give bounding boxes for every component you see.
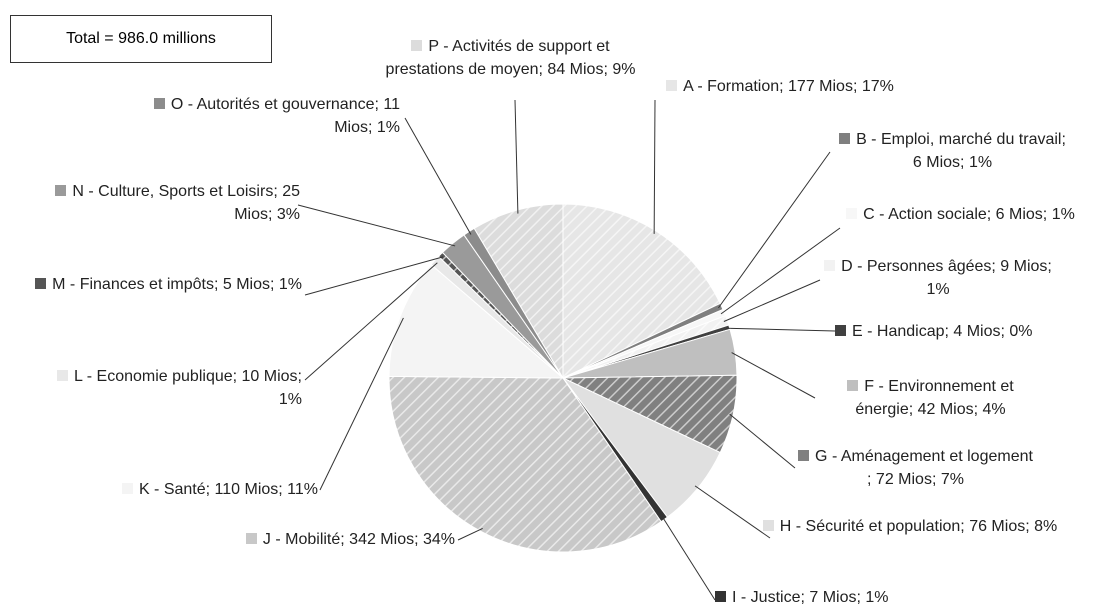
legend-key — [121, 483, 133, 494]
slice-label: N - Culture, Sports et Loisirs; 25 Mios;… — [40, 180, 300, 226]
leader-line — [404, 117, 472, 235]
leader-line — [723, 279, 821, 322]
legend-key — [35, 278, 47, 289]
leader-line — [304, 256, 444, 296]
legend-key — [411, 40, 423, 51]
leader-line — [718, 151, 831, 309]
leader-line — [514, 99, 519, 214]
legend-key — [715, 591, 726, 602]
label-text: A - Formation; 177 Mios; 17% — [683, 78, 894, 95]
label-text: G - Aménagement et logement ; 72 Mios; 7… — [815, 448, 1033, 488]
label-text: H - Sécurité et population; 76 Mios; 8% — [779, 518, 1058, 535]
legend-key — [666, 80, 678, 91]
leader-line — [694, 485, 771, 539]
legend-key — [153, 98, 165, 109]
slice-label: A - Formation; 177 Mios; 17% — [655, 75, 905, 98]
legend-key — [762, 520, 774, 531]
slice-label: M - Finances et impôts; 5 Mios; 1% — [20, 273, 302, 296]
pie-slice — [388, 263, 565, 379]
slice-pattern — [563, 375, 737, 453]
legend-key — [55, 185, 67, 196]
slice-label: E - Handicap; 4 Mios; 0% — [835, 320, 1095, 343]
legend-key — [824, 260, 836, 271]
label-text: N - Culture, Sports et Loisirs; 25 Mios;… — [72, 183, 300, 223]
slice-label: J - Mobilité; 342 Mios; 34% — [150, 528, 455, 551]
label-text: I - Justice; 7 Mios; 1% — [732, 589, 889, 606]
slice-label: L - Economie publique; 10 Mios; 1% — [30, 365, 302, 411]
label-text: E - Handicap; 4 Mios; 0% — [852, 323, 1033, 340]
slice-label: B - Emploi, marché du travail; 6 Mios; 1… — [835, 128, 1070, 174]
label-text: B - Emploi, marché du travail; 6 Mios; 1… — [856, 131, 1066, 171]
legend-key — [835, 325, 846, 336]
leader-line — [304, 262, 438, 381]
label-text: F - Environnement et énergie; 42 Mios; 4… — [855, 378, 1014, 418]
slice-label: G - Aménagement et logement ; 72 Mios; 7… — [798, 445, 1033, 491]
leader-line — [661, 516, 716, 601]
label-text: M - Finances et impôts; 5 Mios; 1% — [52, 276, 302, 293]
label-text: L - Economie publique; 10 Mios; 1% — [74, 368, 302, 408]
leader-line — [729, 413, 796, 469]
label-text: K - Santé; 110 Mios; 11% — [138, 481, 318, 498]
label-text: O - Autorités et gouvernance; 11 Mios; 1… — [170, 96, 400, 136]
slice-label: P - Activités de support et prestations … — [378, 35, 643, 81]
leader-line — [720, 227, 841, 315]
slice-pattern — [563, 204, 721, 378]
label-text: D - Personnes âgées; 9 Mios; 1% — [841, 258, 1052, 298]
legend-key — [846, 208, 858, 219]
label-text: C - Action sociale; 6 Mios; 1% — [863, 206, 1075, 223]
slice-pattern — [563, 315, 729, 378]
slice-label: D - Personnes âgées; 9 Mios; 1% — [818, 255, 1058, 301]
legend-key — [245, 533, 257, 544]
label-text: J - Mobilité; 342 Mios; 34% — [262, 531, 455, 548]
legend-key — [839, 133, 851, 144]
slice-label: H - Sécurité et population; 76 Mios; 8% — [760, 515, 1060, 538]
label-text: P - Activités de support et prestations … — [385, 38, 636, 78]
leader-line — [319, 317, 404, 491]
slice-label: K - Santé; 110 Mios; 11% — [20, 478, 318, 501]
leader-line — [731, 352, 816, 399]
legend-key — [847, 380, 859, 391]
total-box: Total = 986.0 millions — [10, 15, 272, 63]
slice-pattern — [474, 204, 563, 378]
slice-pattern — [388, 376, 662, 553]
slice-label: O - Autorités et gouvernance; 11 Mios; 1… — [130, 93, 400, 139]
legend-key — [798, 450, 810, 461]
legend-key — [57, 370, 69, 381]
slice-pattern — [438, 252, 563, 378]
leader-line — [653, 99, 656, 234]
slice-label: F - Environnement et énergie; 42 Mios; 4… — [818, 375, 1043, 421]
leader-line — [297, 204, 456, 247]
leader-line — [726, 327, 836, 332]
slice-label: I - Justice; 7 Mios; 1% — [715, 586, 975, 609]
slice-label: C - Action sociale; 6 Mios; 1% — [838, 203, 1083, 226]
leader-line — [457, 527, 483, 541]
